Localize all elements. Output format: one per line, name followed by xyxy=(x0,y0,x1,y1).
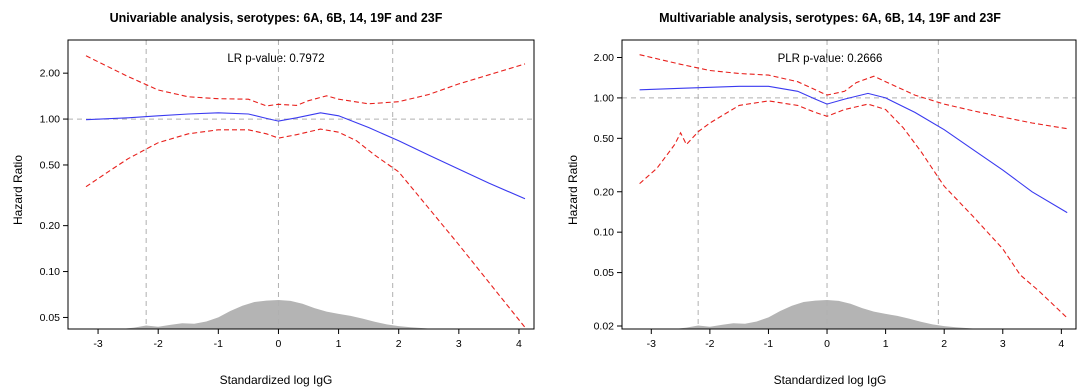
series-ci-upper xyxy=(85,55,526,107)
y-tick-label: 2.00 xyxy=(594,52,615,64)
plot-contents xyxy=(68,40,534,329)
series-estimate xyxy=(85,112,526,200)
panel-univariable: Univariable analysis, serotypes: 6A, 6B,… xyxy=(11,11,535,387)
x-tick-label: 0 xyxy=(824,338,830,350)
y-tick-label: 0.05 xyxy=(594,267,615,279)
x-axis-label: Standardized log IgG xyxy=(774,373,887,387)
x-axis-label: Standardized log IgG xyxy=(220,373,333,387)
chart-title: Univariable analysis, serotypes: 6A, 6B,… xyxy=(110,11,443,25)
panel-multivariable: Multivariable analysis, serotypes: 6A, 6… xyxy=(566,11,1077,387)
series-ci-lower xyxy=(639,100,1068,319)
plot-contents xyxy=(622,40,1076,329)
y-axis-label: Hazard Ratio xyxy=(566,155,580,225)
y-tick-label: 1.00 xyxy=(40,114,61,126)
y-tick-label: 0.05 xyxy=(40,312,61,324)
x-tick-label: 3 xyxy=(1000,338,1006,350)
y-tick-label: 2.00 xyxy=(40,68,61,80)
y-tick-label: 0.20 xyxy=(40,220,61,232)
x-tick-label: 4 xyxy=(516,338,522,350)
p-value-annotation: LR p-value: 0.7972 xyxy=(227,53,324,65)
x-tick-label: 3 xyxy=(456,338,462,350)
p-value-annotation: PLR p-value: 0.2666 xyxy=(778,53,883,65)
plot-area: -3 -2 -1 0 1 2 3 4 0.02 0.05 0.10 0.20 0.50 1.00 2.00 xyxy=(594,39,1077,350)
x-tick-label: -3 xyxy=(93,338,102,350)
y-tick-label: 0.10 xyxy=(40,266,61,278)
series-estimate xyxy=(639,85,1068,214)
x-tick-label: 0 xyxy=(276,338,282,350)
y-tick-label: 0.10 xyxy=(594,227,615,239)
x-tick-label: 1 xyxy=(883,338,889,350)
x-tick-label: -1 xyxy=(764,338,773,350)
y-tick-label: 0.50 xyxy=(594,133,615,145)
x-tick-label: -2 xyxy=(154,338,163,350)
x-tick-label: 2 xyxy=(941,338,947,350)
plot-area: -3 -2 -1 0 1 2 3 4 0.05 0.10 0.20 0.50 1.00 2.00 xyxy=(40,39,535,350)
x-tick-label: 4 xyxy=(1058,338,1064,350)
plot-frame xyxy=(621,39,1077,330)
x-tick-label: 2 xyxy=(396,338,402,350)
x-tick-label: 1 xyxy=(336,338,342,350)
y-tick-label: 0.50 xyxy=(40,159,61,171)
series-ci-upper xyxy=(639,54,1068,130)
y-axis-label: Hazard Ratio xyxy=(11,155,25,225)
x-tick-label: -3 xyxy=(647,338,656,350)
y-tick-label: 0.20 xyxy=(594,186,615,198)
x-tick-label: -2 xyxy=(705,338,714,350)
y-tick-label: 0.02 xyxy=(594,321,615,333)
plot-frame xyxy=(67,39,535,330)
series-ci-lower xyxy=(85,128,526,328)
y-tick-label: 1.00 xyxy=(594,92,615,104)
x-tick-label: -1 xyxy=(214,338,223,350)
chart-title: Multivariable analysis, serotypes: 6A, 6… xyxy=(659,11,1001,25)
